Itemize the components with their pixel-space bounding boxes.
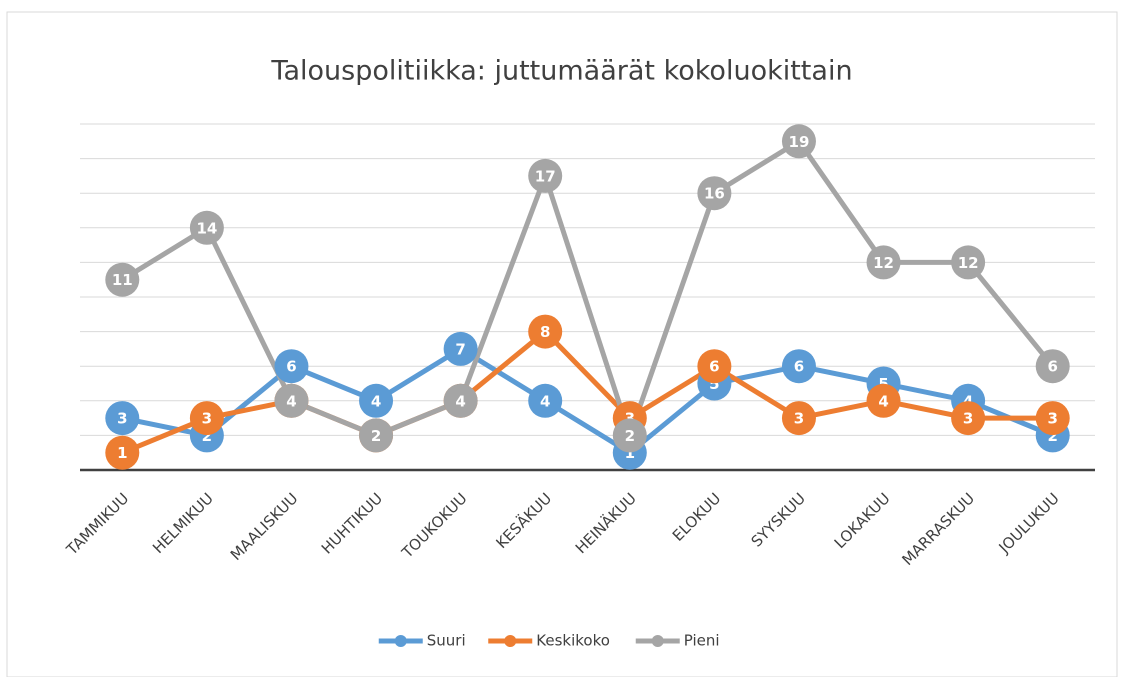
marker [359, 418, 394, 453]
marker [697, 176, 732, 211]
data-label: 4 [878, 392, 888, 410]
data-label: 16 [704, 185, 725, 203]
marker [105, 262, 140, 297]
data-label: 3 [1047, 410, 1057, 428]
marker [274, 349, 309, 384]
marker [528, 383, 563, 418]
marker [528, 314, 563, 349]
marker [1035, 401, 1070, 436]
data-label: 19 [789, 133, 810, 151]
marker [697, 349, 732, 384]
marker [189, 401, 224, 436]
data-label: 2 [202, 427, 212, 445]
marker [189, 210, 224, 245]
chart-title: Talouspolitiikka: juttumäärät kokoluokit… [270, 56, 852, 87]
data-label: 2 [625, 427, 635, 445]
data-label: 7 [455, 340, 465, 358]
marker [443, 331, 478, 366]
data-label: 6 [794, 358, 804, 376]
data-label: 12 [958, 254, 979, 272]
legend-label: Suuri [427, 632, 466, 650]
data-label: 8 [540, 323, 550, 341]
data-label: 3 [117, 410, 127, 428]
marker [359, 383, 394, 418]
marker [105, 435, 140, 470]
data-label: 6 [709, 358, 719, 376]
data-label: 1 [625, 444, 635, 462]
data-label: 2 [371, 427, 381, 445]
legend-marker [651, 635, 664, 647]
marker [528, 158, 563, 193]
legend-label: Keskikoko [536, 632, 610, 650]
data-label: 6 [1047, 358, 1057, 376]
data-label: 5 [709, 375, 719, 393]
marker [951, 245, 986, 280]
marker [781, 349, 816, 384]
data-label: 4 [540, 392, 550, 410]
data-label: 6 [286, 358, 296, 376]
legend-marker [394, 635, 407, 647]
marker [443, 383, 478, 418]
legend-marker [504, 635, 517, 647]
data-label: 3 [794, 410, 804, 428]
data-label: 12 [873, 254, 894, 272]
marker [781, 401, 816, 436]
data-label: 14 [196, 219, 217, 237]
data-label: 4 [371, 392, 381, 410]
data-label: 1 [117, 444, 127, 462]
legend-label: Pieni [684, 632, 720, 650]
marker [781, 124, 816, 159]
data-label: 4 [286, 392, 296, 410]
marker [866, 383, 901, 418]
data-label: 4 [455, 392, 465, 410]
marker [951, 401, 986, 436]
data-label: 3 [202, 410, 212, 428]
data-label: 11 [112, 271, 133, 289]
chart-frame [6, 11, 1118, 677]
marker [105, 401, 140, 436]
data-label: 3 [963, 410, 973, 428]
marker [866, 245, 901, 280]
marker [1035, 349, 1070, 384]
marker [612, 418, 647, 453]
marker [274, 383, 309, 418]
data-label: 17 [535, 167, 556, 185]
data-label: 2 [1047, 427, 1057, 445]
